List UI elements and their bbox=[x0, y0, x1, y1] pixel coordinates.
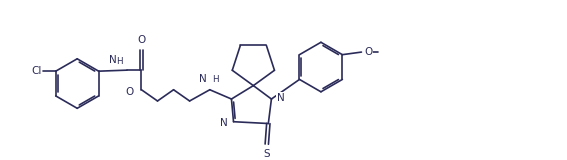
Text: O: O bbox=[364, 47, 373, 57]
Text: Cl: Cl bbox=[31, 66, 42, 76]
Text: O: O bbox=[125, 87, 134, 97]
Text: O: O bbox=[137, 35, 146, 45]
Text: N: N bbox=[109, 55, 117, 65]
Text: N: N bbox=[219, 118, 227, 128]
Text: H: H bbox=[116, 57, 123, 66]
Text: N: N bbox=[199, 74, 207, 84]
Text: H: H bbox=[212, 75, 218, 84]
Text: S: S bbox=[264, 149, 270, 159]
Text: N: N bbox=[277, 93, 284, 103]
